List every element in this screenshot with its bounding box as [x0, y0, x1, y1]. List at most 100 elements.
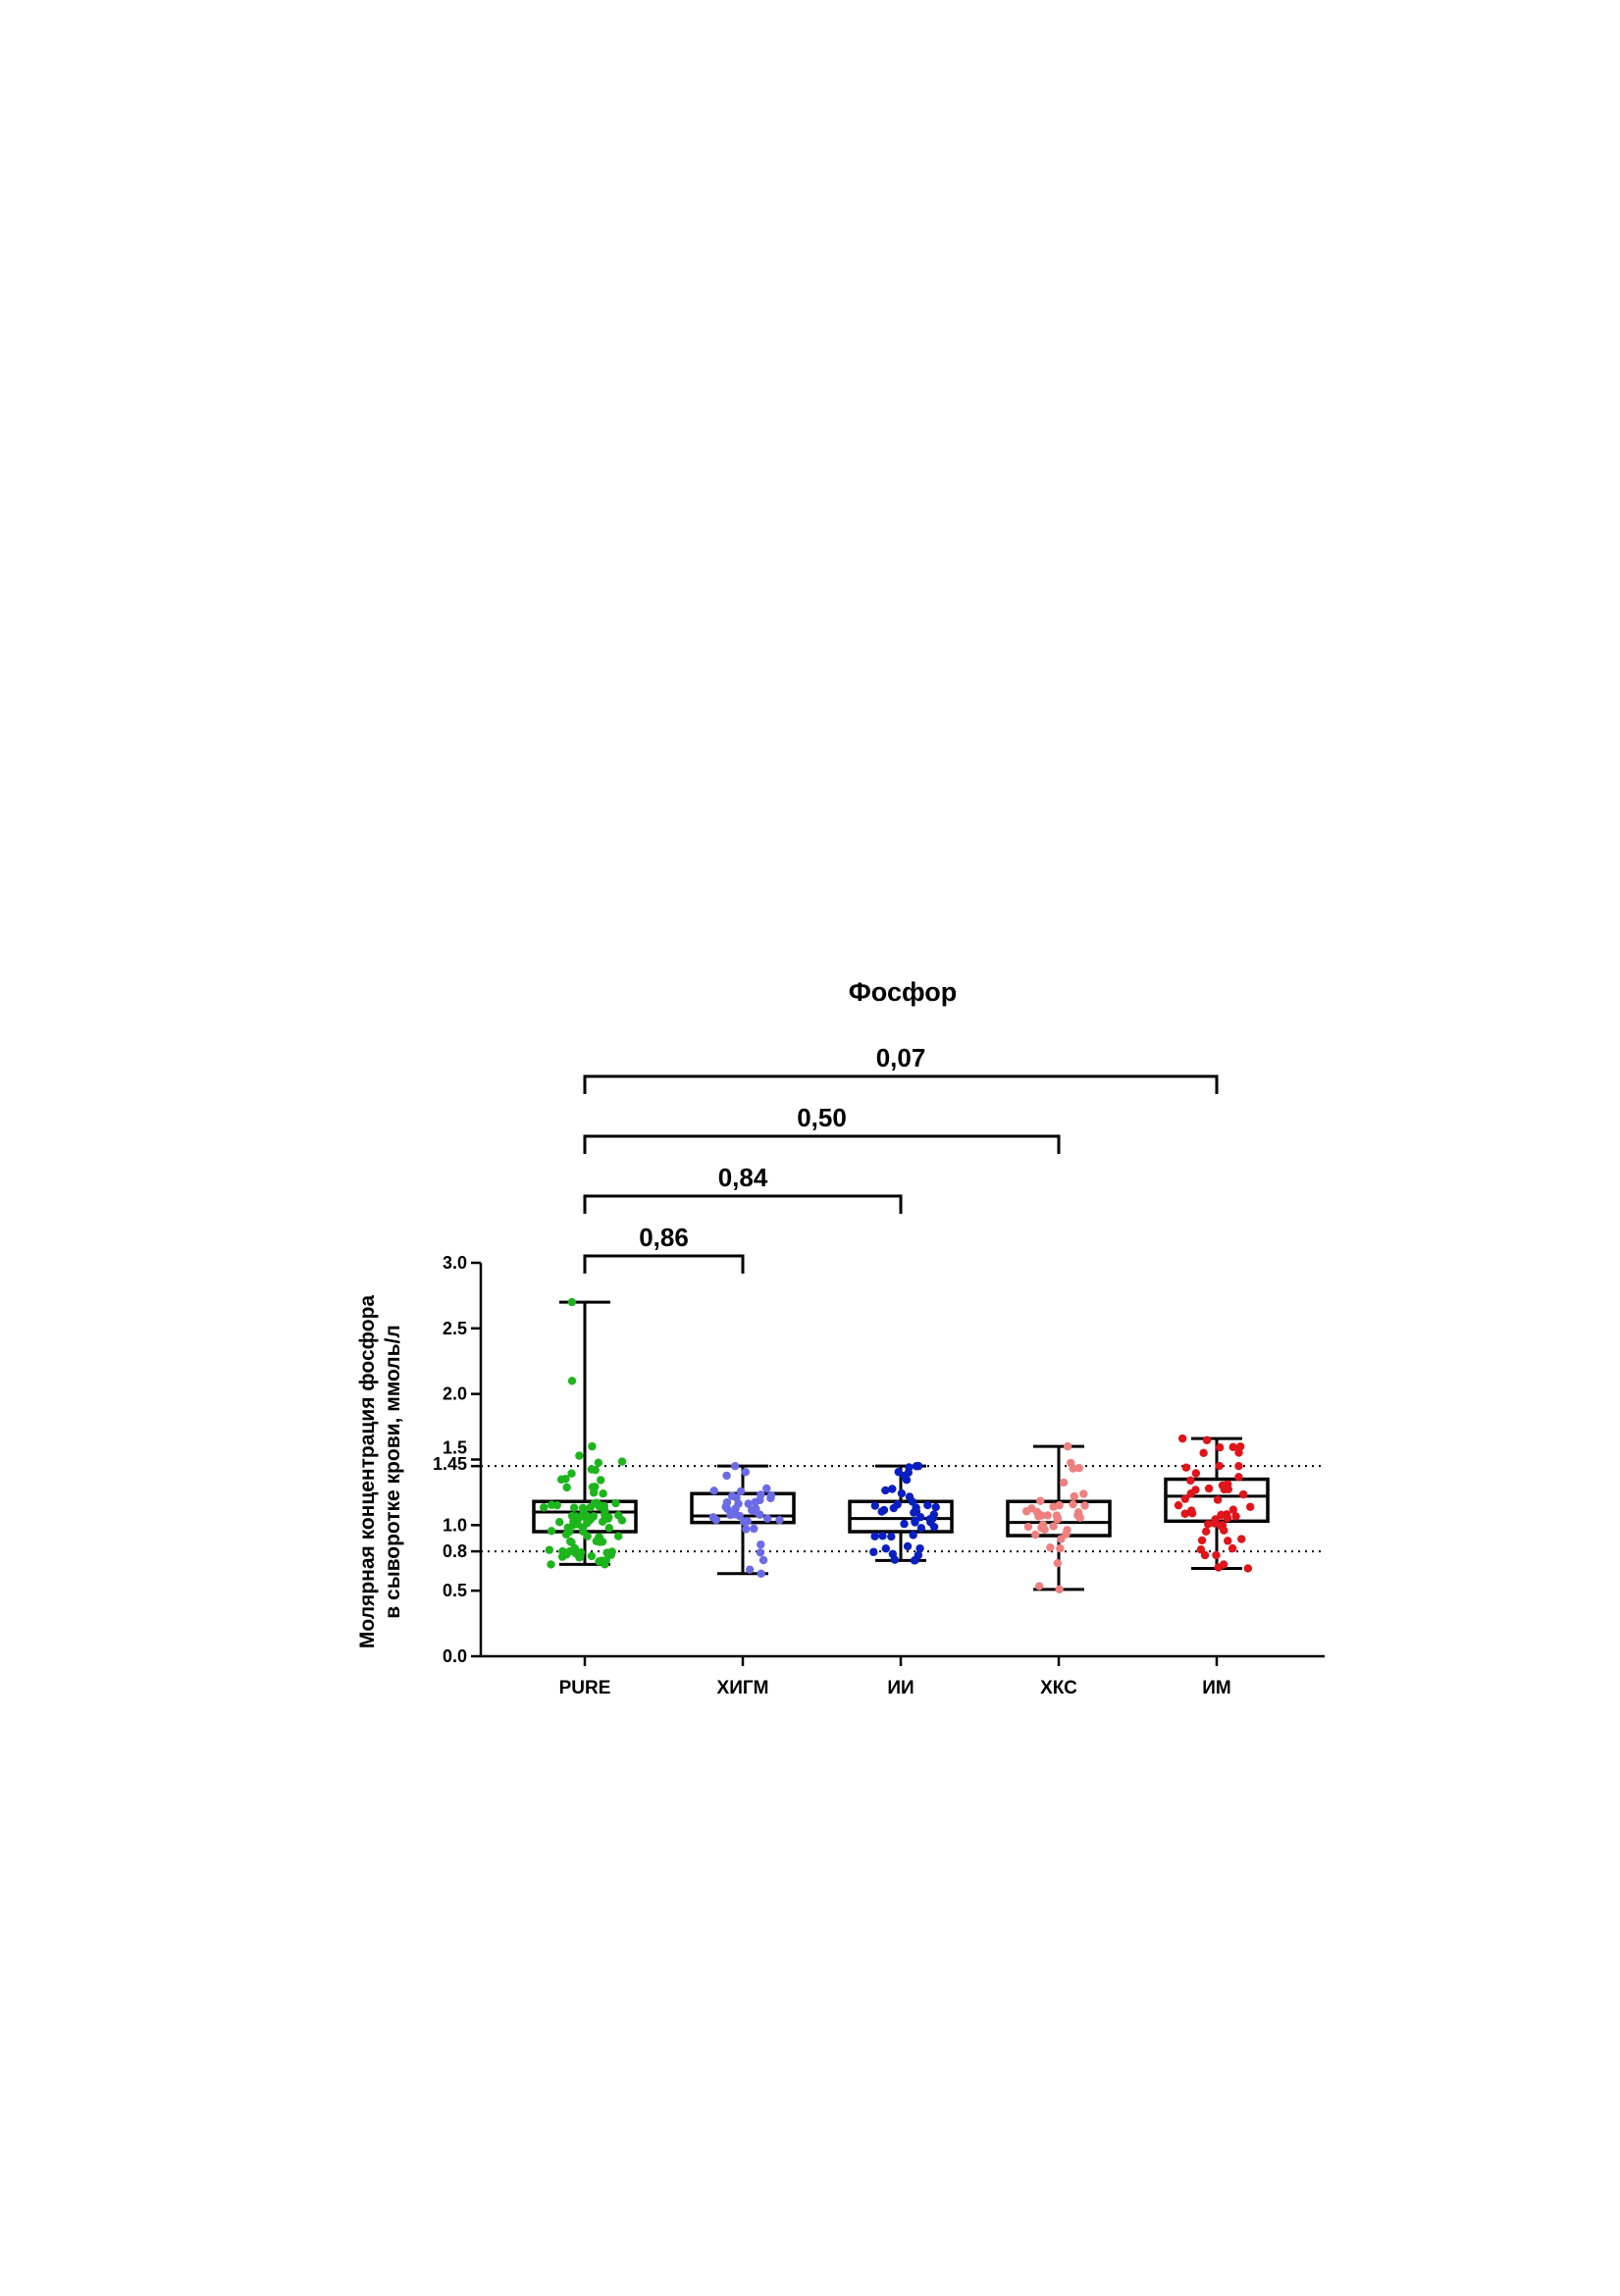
- data-point: [757, 1569, 765, 1578]
- data-point: [745, 1565, 755, 1574]
- data-point: [929, 1522, 939, 1532]
- data-point: [908, 1497, 917, 1506]
- data-point: [1031, 1530, 1040, 1539]
- data-point: [1234, 1473, 1243, 1482]
- data-point: [1231, 1512, 1240, 1521]
- data-point: [1057, 1535, 1066, 1543]
- data-point: [1191, 1469, 1201, 1478]
- data-point: [911, 1518, 919, 1527]
- data-point: [558, 1546, 567, 1556]
- data-point: [900, 1519, 909, 1529]
- data-point: [1049, 1522, 1058, 1531]
- data-point: [1202, 1435, 1212, 1444]
- data-point: [596, 1502, 604, 1511]
- data-point: [613, 1532, 623, 1540]
- data-point: [1204, 1484, 1214, 1493]
- y-tick-label: 0.5: [443, 1581, 467, 1600]
- data-point: [730, 1461, 740, 1471]
- data-point: [588, 1441, 597, 1451]
- data-point: [1186, 1476, 1195, 1486]
- data-point: [588, 1483, 598, 1491]
- data-point: [561, 1475, 570, 1484]
- data-point: [1228, 1442, 1237, 1452]
- data-point: [575, 1553, 584, 1562]
- data-point: [555, 1518, 564, 1527]
- data-point: [1038, 1520, 1048, 1530]
- data-point: [881, 1543, 890, 1553]
- data-point: [731, 1504, 740, 1513]
- data-point: [565, 1527, 574, 1536]
- y-tick-label: 3.0: [443, 1253, 467, 1273]
- comparison-bracket: [583, 1194, 903, 1214]
- y-tick-label: 1.0: [443, 1515, 467, 1535]
- data-point: [736, 1487, 746, 1496]
- plot-area: 0.0 0.5 0.8 1.0 1.451.5 2.0 2.5 3.0 PURE ХИГМ ИИ ХК…: [433, 1043, 1325, 1698]
- data-point: [870, 1532, 879, 1540]
- data-point: [575, 1513, 584, 1522]
- data-point: [569, 1517, 578, 1527]
- data-point: [1235, 1442, 1245, 1451]
- data-point: [1063, 1526, 1071, 1535]
- data-point: [602, 1548, 611, 1557]
- data-point: [879, 1505, 889, 1515]
- data-point: [722, 1471, 731, 1481]
- data-point: [911, 1555, 920, 1565]
- data-point: [614, 1511, 623, 1520]
- data-point: [1213, 1495, 1223, 1504]
- data-point: [757, 1490, 765, 1499]
- data-point: [742, 1525, 751, 1534]
- data-point: [762, 1484, 771, 1493]
- data-point: [617, 1457, 627, 1466]
- data-point: [747, 1505, 757, 1515]
- y-axis-label-line-1: Молярная концентрация фосфора: [356, 1295, 379, 1648]
- data-point: [1199, 1448, 1208, 1458]
- data-point: [775, 1515, 784, 1525]
- p-value-label: 0,84: [718, 1163, 768, 1192]
- data-point: [723, 1504, 732, 1513]
- data-point: [1246, 1502, 1255, 1511]
- data-point: [1080, 1501, 1089, 1510]
- data-point: [1228, 1505, 1238, 1514]
- data-point: [888, 1549, 898, 1558]
- data-point: [878, 1532, 887, 1540]
- data-point: [903, 1541, 913, 1551]
- data-point: [592, 1537, 601, 1545]
- data-point: [1022, 1507, 1031, 1516]
- data-point: [1023, 1522, 1033, 1532]
- data-point: [597, 1476, 605, 1485]
- data-point: [1215, 1442, 1225, 1452]
- data-point: [750, 1524, 758, 1534]
- p-value-label: 0,07: [876, 1043, 926, 1072]
- data-point: [915, 1543, 924, 1553]
- data-point: [1059, 1478, 1069, 1487]
- data-point: [604, 1513, 613, 1522]
- p-value-label: 0,86: [639, 1223, 689, 1252]
- data-point: [566, 1537, 575, 1546]
- data-point: [923, 1500, 932, 1510]
- comparison-bracket: [583, 1074, 1219, 1094]
- data-point: [1203, 1520, 1213, 1529]
- data-point: [547, 1500, 556, 1509]
- data-point: [1035, 1582, 1044, 1591]
- data-point: [915, 1513, 925, 1522]
- data-point: [575, 1451, 584, 1460]
- data-point: [931, 1502, 940, 1512]
- y-axis-label-line-2: в сыворотке крови, ммоль/л: [382, 1325, 404, 1618]
- data-point: [1234, 1461, 1243, 1471]
- data-point: [567, 1469, 576, 1478]
- comparison-bracket: [583, 1134, 1061, 1154]
- data-point: [735, 1511, 744, 1521]
- y-tick-label: 0.8: [443, 1541, 467, 1561]
- y-tick-label: 0.0: [443, 1646, 467, 1666]
- data-point: [1046, 1542, 1055, 1552]
- data-point: [912, 1462, 921, 1471]
- data-point: [540, 1503, 549, 1512]
- data-point: [1069, 1499, 1077, 1509]
- data-point: [1238, 1489, 1248, 1499]
- data-point: [1180, 1494, 1190, 1503]
- data-point: [598, 1517, 607, 1527]
- data-point: [739, 1517, 749, 1526]
- data-point: [1224, 1485, 1233, 1493]
- data-point: [1228, 1543, 1237, 1553]
- data-point: [547, 1560, 555, 1569]
